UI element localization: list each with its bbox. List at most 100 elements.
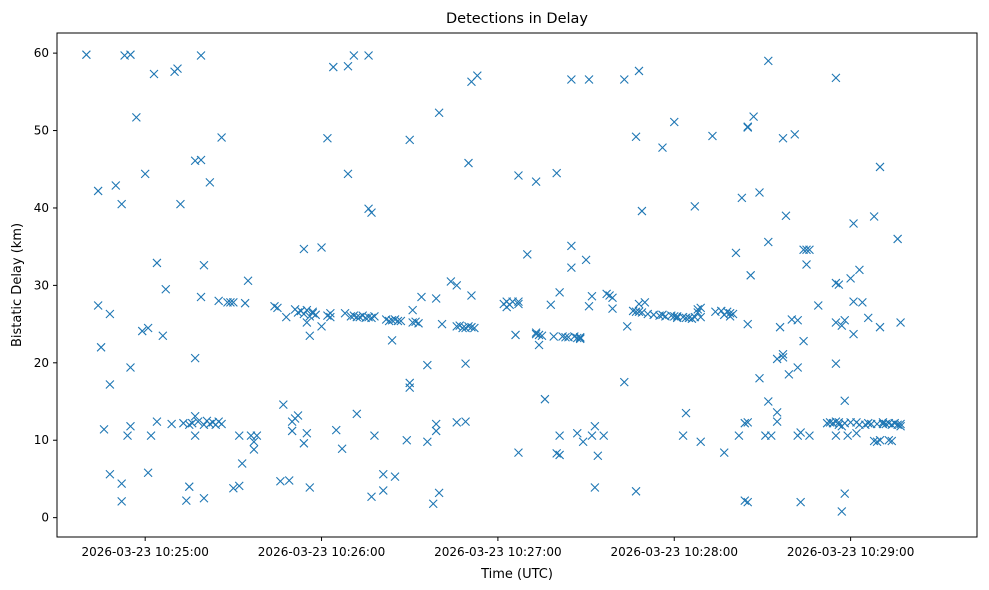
data-point	[534, 330, 544, 340]
data-point	[293, 308, 303, 317]
data-point	[763, 237, 773, 247]
y-tick-label: 20	[34, 356, 49, 370]
data-point	[534, 340, 544, 350]
data-point	[511, 330, 520, 340]
data-point	[93, 301, 103, 310]
data-point	[461, 359, 470, 368]
data-point	[464, 158, 473, 168]
data-point	[275, 476, 285, 486]
data-point	[834, 280, 844, 290]
data-point	[584, 301, 594, 311]
data-point	[437, 319, 447, 329]
data-point	[575, 332, 585, 342]
data-point	[593, 451, 603, 461]
data-point	[566, 263, 576, 272]
data-point	[634, 66, 644, 76]
data-point	[252, 431, 262, 440]
data-point	[105, 380, 115, 389]
data-point	[137, 326, 147, 336]
data-point	[152, 258, 162, 268]
data-point	[181, 496, 191, 506]
data-point	[755, 188, 764, 197]
data-point	[411, 317, 420, 327]
data-point	[608, 304, 617, 314]
data-point	[849, 329, 858, 339]
data-point	[587, 291, 597, 301]
data-point	[793, 363, 803, 372]
data-point	[317, 322, 326, 331]
chart-title: Detections in Delay	[446, 11, 588, 27]
data-point	[763, 397, 773, 406]
data-point	[461, 417, 470, 427]
data-point	[299, 244, 309, 254]
x-tick-label: 2026-03-23 10:29:00	[787, 545, 914, 559]
data-point	[308, 308, 318, 318]
data-point	[82, 50, 91, 60]
data-point	[405, 383, 415, 392]
data-point	[390, 315, 400, 324]
data-point	[537, 331, 547, 341]
data-point	[190, 411, 200, 421]
data-point	[378, 486, 388, 495]
data-point	[855, 265, 864, 275]
data-point	[608, 293, 617, 303]
data-point	[637, 206, 647, 216]
data-point	[590, 421, 600, 431]
data-point	[143, 323, 153, 333]
y-tick-label: 40	[34, 201, 49, 215]
data-point	[405, 135, 415, 145]
data-point	[287, 426, 297, 436]
data-point	[452, 418, 462, 427]
data-point	[546, 300, 556, 310]
data-point	[367, 313, 376, 323]
data-point	[305, 331, 315, 341]
data-point	[772, 407, 782, 417]
data-point	[452, 280, 462, 290]
data-point	[299, 438, 309, 448]
data-point	[349, 51, 359, 60]
data-point	[228, 483, 238, 493]
data-point	[325, 312, 335, 322]
data-point	[364, 51, 373, 60]
data-point	[393, 316, 403, 326]
data-point	[105, 309, 115, 319]
data-point	[126, 363, 135, 372]
data-point	[384, 316, 394, 326]
data-point	[799, 336, 808, 346]
data-point	[728, 309, 738, 319]
data-point	[696, 312, 706, 322]
data-point	[637, 308, 647, 317]
data-point	[176, 199, 185, 209]
data-point	[331, 425, 341, 435]
y-tick-label: 30	[34, 278, 49, 292]
data-point	[743, 319, 753, 329]
data-point	[140, 169, 150, 179]
data-point	[402, 435, 412, 445]
data-point	[199, 260, 209, 270]
data-point	[722, 307, 732, 317]
data-point	[99, 424, 109, 434]
data-point	[831, 431, 841, 440]
data-point	[840, 315, 850, 325]
data-point	[226, 298, 235, 307]
data-point	[152, 417, 162, 427]
data-point	[323, 133, 332, 143]
data-point	[746, 270, 756, 280]
data-point	[893, 420, 903, 430]
data-point	[123, 431, 132, 440]
data-point	[228, 298, 238, 307]
data-point	[540, 394, 550, 404]
data-point	[775, 322, 785, 332]
data-point	[852, 428, 861, 438]
data-point	[781, 211, 791, 221]
data-point	[396, 316, 406, 326]
data-point	[469, 323, 479, 333]
data-point	[514, 299, 523, 309]
data-point	[284, 476, 294, 485]
data-point	[796, 497, 806, 507]
data-point	[566, 241, 576, 251]
data-point	[552, 168, 562, 178]
data-point	[831, 278, 841, 288]
data-point	[772, 354, 782, 364]
